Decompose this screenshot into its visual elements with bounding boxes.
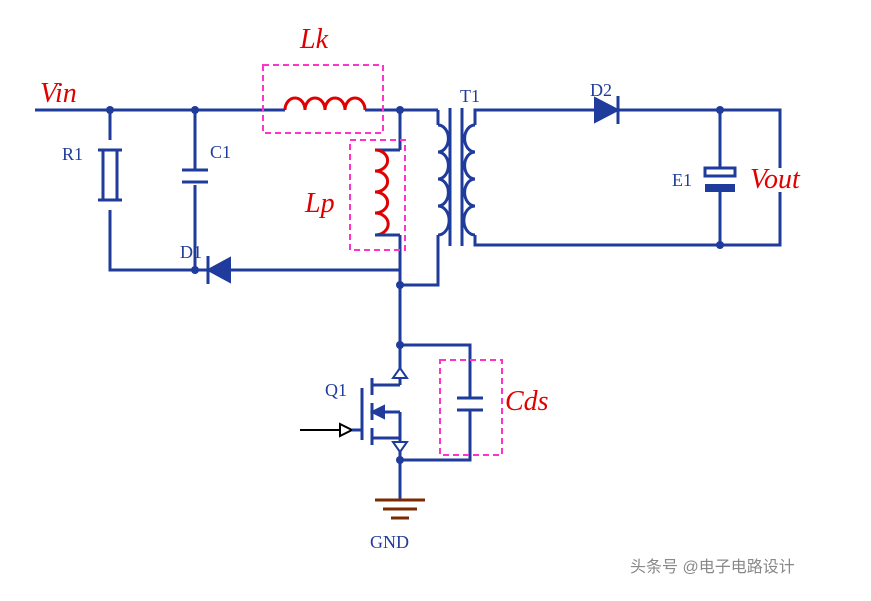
label-c1: C1: [210, 142, 231, 162]
wire-d1-anode: [250, 270, 400, 285]
wire-sec-bot: [475, 192, 780, 245]
component-d2: [580, 96, 625, 124]
wire-d2-to-out: [625, 110, 780, 168]
label-gnd: GND: [370, 532, 409, 552]
label-cds: Cds: [505, 386, 549, 417]
junction: [716, 106, 724, 114]
junction: [396, 281, 404, 289]
component-d1: [195, 256, 250, 284]
component-r1: [98, 150, 122, 200]
label-r1: R1: [62, 144, 83, 164]
component-q1: [300, 368, 407, 452]
label-t1: T1: [460, 86, 480, 106]
component-lk: [263, 65, 383, 133]
label-q1: Q1: [325, 380, 347, 400]
component-gnd: [375, 500, 425, 518]
junction: [716, 241, 724, 249]
wire-t1-sec-top: [475, 110, 580, 125]
junction: [396, 106, 404, 114]
junction: [106, 106, 114, 114]
label-lk: Lk: [299, 24, 329, 55]
wire-t1-prim-bot: [400, 235, 438, 285]
wire-cds-bot: [400, 440, 470, 460]
circuit-schematic: Vin Lk Lp Cds Vout R1 C1 D1 T1 D2 E1 Q1 …: [0, 0, 871, 601]
wire-cds-top: [400, 345, 470, 368]
label-e1: E1: [672, 170, 692, 190]
label-d2: D2: [590, 80, 612, 100]
junction: [191, 106, 199, 114]
junction: [396, 456, 404, 464]
component-lp: [350, 140, 405, 250]
label-vin: Vin: [40, 78, 77, 109]
component-e1: [705, 168, 735, 192]
component-c1: [182, 170, 208, 182]
label-lp: Lp: [304, 188, 335, 219]
watermark: 头条号 @电子电路设计: [630, 558, 795, 576]
component-t1: [438, 108, 475, 246]
junction: [396, 341, 404, 349]
label-vout: Vout: [750, 164, 801, 195]
label-d1: D1: [180, 242, 202, 262]
